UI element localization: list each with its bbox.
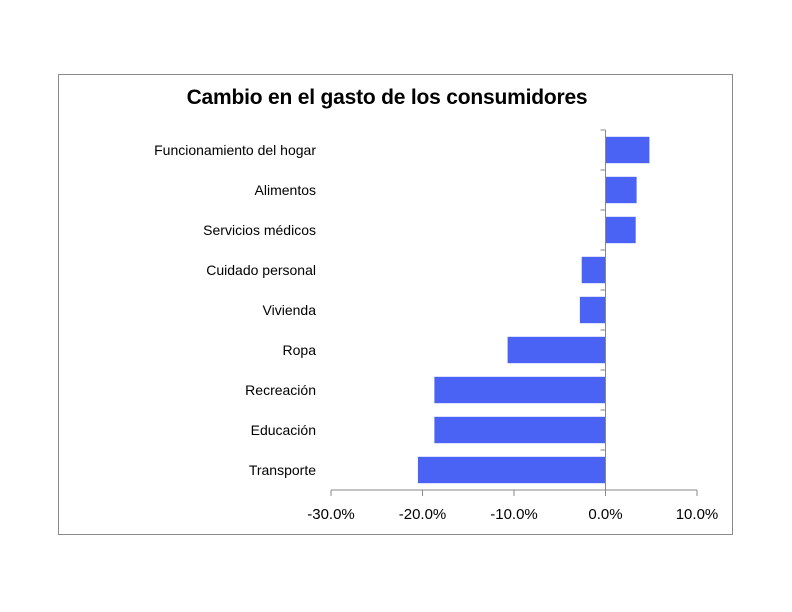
x-tick-label: -10.0%: [490, 506, 538, 523]
category-label: Ropa: [283, 342, 317, 358]
bar-7: [434, 376, 606, 404]
labels-layer: Funcionamiento del hogar Alimentos Servici…: [154, 142, 718, 523]
category-label: Vivienda: [263, 302, 317, 318]
category-label: Recreación: [245, 382, 316, 398]
category-label: Funcionamiento del hogar: [154, 142, 316, 158]
bar-9: [417, 456, 606, 484]
bar-6: [507, 336, 606, 364]
bar-8: [434, 416, 606, 444]
bar-3: [605, 216, 636, 244]
bar-2: [605, 176, 637, 204]
category-label: Educación: [251, 422, 316, 438]
bar-1: [605, 136, 650, 164]
bar-4: [581, 256, 606, 284]
category-label: Alimentos: [255, 182, 316, 198]
bar-5: [579, 296, 606, 324]
category-label: Servicios médicos: [203, 222, 316, 238]
x-tick-label: -30.0%: [307, 506, 355, 523]
chart-title: Cambio en el gasto de los consumidores: [186, 86, 588, 109]
axes-layer: [330, 129, 698, 496]
x-tick-label: 0.0%: [588, 506, 622, 523]
x-tick-label: -20.0%: [399, 506, 447, 523]
category-label: Transporte: [249, 462, 316, 478]
category-label: Cuidado personal: [206, 262, 316, 278]
x-tick-label: 10.0%: [676, 506, 719, 523]
bars-layer: [417, 136, 650, 484]
